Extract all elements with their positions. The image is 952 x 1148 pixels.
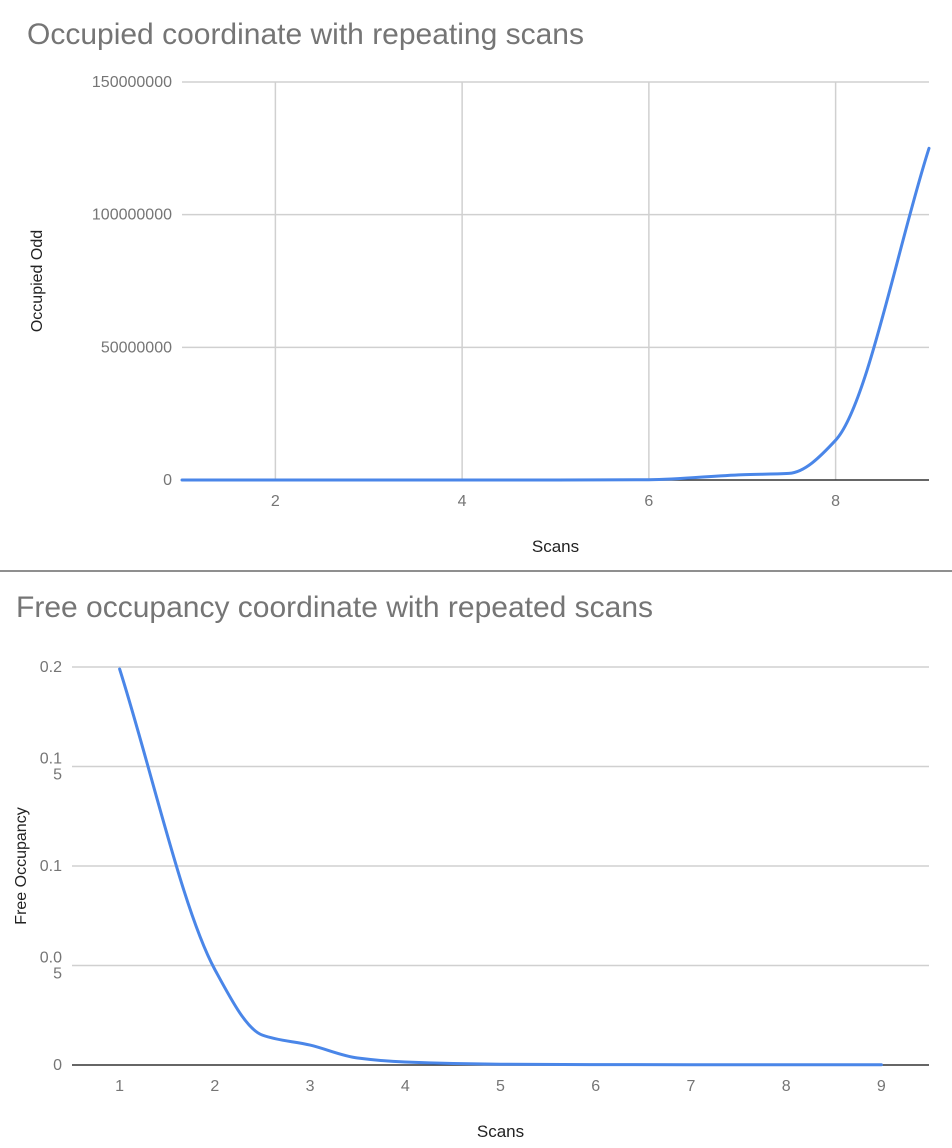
y-tick-label: 50000000: [101, 339, 172, 356]
series-line: [118, 667, 883, 1067]
x-tick-label: 8: [782, 1078, 791, 1095]
free-occupancy-chart: Free occupancy coordinate with repeated …: [0, 573, 952, 1148]
x-axis-title: Scans: [532, 537, 579, 556]
chart-title: Occupied coordinate with repeating scans: [27, 18, 584, 51]
x-tick-label: 2: [271, 493, 280, 510]
x-tick-label: 1: [115, 1078, 124, 1095]
occupied-chart: Occupied coordinate with repeating scans…: [0, 0, 952, 570]
x-tick-label: 4: [458, 493, 467, 510]
x-tick-label: 6: [644, 493, 653, 510]
y-tick-label: 0.2: [40, 659, 62, 676]
y-tick-label: 0.1: [40, 858, 62, 875]
y-axis-title: Occupied Odd: [29, 230, 46, 332]
x-tick-label: 7: [686, 1078, 695, 1095]
series-line: [180, 146, 931, 482]
chart-divider: [0, 570, 952, 572]
free-occupancy-chart-svg: 0 0.0 5 0.1 0.1 5 0.2 1 2 3 4 5 6 7 8 9 Scans Free Occupa…: [13, 659, 929, 1141]
y-tick-label: 0.1 5: [40, 751, 62, 784]
x-axis-title: Scans: [477, 1122, 524, 1141]
occupied-chart-svg: 0 50000000 100000000 150000000 2 4 6 8 Scans Occu…: [29, 74, 931, 556]
chart-title: Free occupancy coordinate with repeated …: [16, 591, 654, 624]
y-axis-title: Free Occupancy: [13, 807, 30, 924]
y-tick-label: 100000000: [92, 207, 172, 224]
x-tick-label: 9: [877, 1078, 886, 1095]
y-tick-label: 0: [163, 472, 172, 489]
x-tick-label: 8: [831, 493, 840, 510]
y-tick-label: 0.0 5: [40, 950, 62, 983]
y-tick-label: 0: [53, 1057, 62, 1074]
x-tick-label: 6: [591, 1078, 600, 1095]
x-tick-label: 4: [401, 1078, 410, 1095]
y-tick-label: 150000000: [92, 74, 172, 91]
x-tick-label: 3: [306, 1078, 315, 1095]
x-tick-label: 2: [210, 1078, 219, 1095]
x-tick-label: 5: [496, 1078, 505, 1095]
